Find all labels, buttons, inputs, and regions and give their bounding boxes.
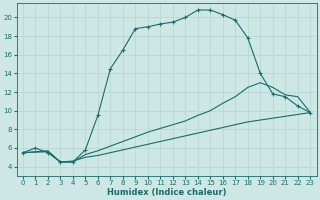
X-axis label: Humidex (Indice chaleur): Humidex (Indice chaleur) (107, 188, 226, 197)
